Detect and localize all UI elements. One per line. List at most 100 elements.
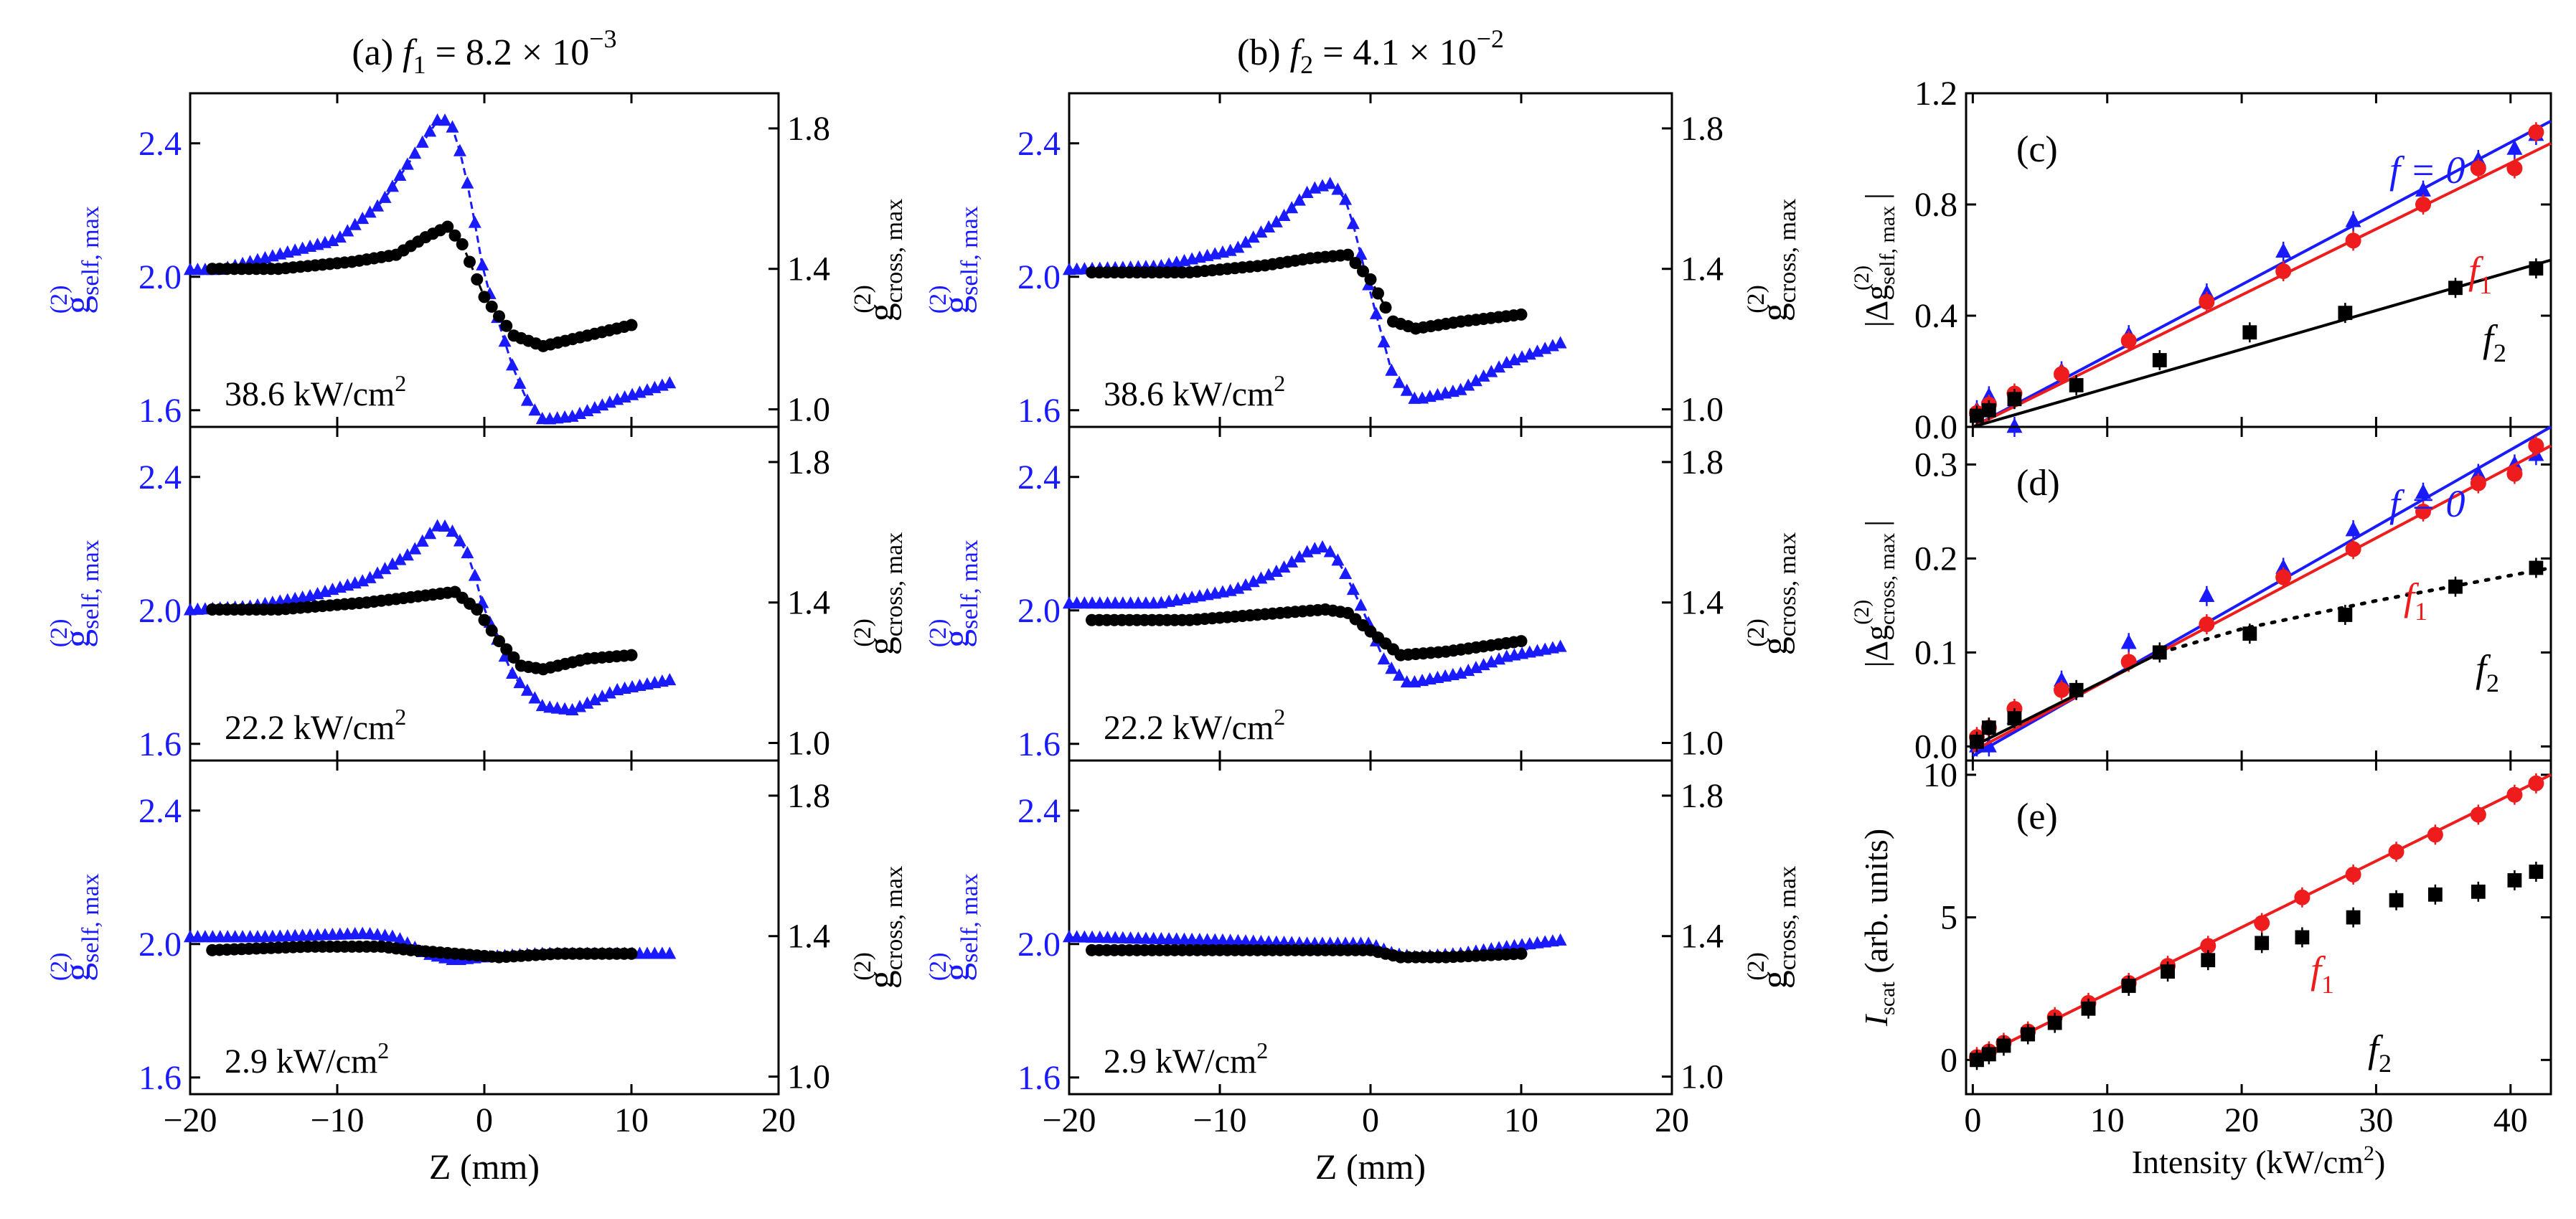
data-point (2448, 281, 2463, 296)
data-point (2081, 1001, 2096, 1016)
intensity-label: 38.6 kW/cm2 (225, 370, 406, 413)
x-tick-label: 20 (2224, 1101, 2259, 1139)
y-left-tick-label: 2.0 (1017, 592, 1061, 630)
title-prefix: (a) (352, 32, 403, 73)
self-data-point (1315, 540, 1329, 553)
self-data-point (1231, 240, 1245, 253)
self-data-point (468, 568, 481, 581)
self-data-point (341, 224, 354, 237)
data-point (2121, 979, 2136, 993)
self-data-point (408, 146, 422, 159)
self-data-point (1462, 378, 1475, 391)
self-data-point (1292, 550, 1306, 563)
series-f1 (1968, 122, 2552, 428)
self-data-point (1231, 581, 1245, 594)
sub: self, max (77, 206, 104, 296)
curve-label: f = 0 (2389, 149, 2465, 192)
self-data-point (378, 190, 392, 203)
sub: cross, max (1876, 533, 1899, 625)
cross-data-point (448, 229, 461, 242)
y-tick-label: 1.2 (1914, 75, 1957, 113)
self-data-point (423, 527, 437, 540)
self-data-point (461, 546, 474, 559)
label-main: f = 0 (2389, 149, 2465, 192)
data-point (2345, 212, 2361, 227)
cross-data-point (507, 651, 520, 664)
x-tick-label: 20 (1655, 1101, 1689, 1139)
end: ) (2374, 1144, 2385, 1180)
g: g (1754, 303, 1795, 321)
data-point (2054, 682, 2070, 698)
self-data-point (1323, 545, 1337, 557)
self-data-point (663, 376, 677, 389)
sup: 2 (395, 370, 406, 396)
y-tick-label: 0.4 (1914, 297, 1957, 335)
title-eq: = 4.1 × 10 (1313, 32, 1477, 73)
data-point (2007, 392, 2022, 407)
data-point (2528, 438, 2544, 454)
data-point (2199, 293, 2215, 310)
self-data-point (1277, 208, 1291, 221)
self-data-point (1400, 383, 1414, 396)
x-tick-label: −10 (1193, 1101, 1246, 1139)
self-data-point (1254, 225, 1268, 238)
data-point (2242, 626, 2257, 641)
g: g (861, 636, 902, 655)
label-sub: 1 (2321, 970, 2334, 999)
y-left-tick-label: 1.6 (1017, 725, 1061, 763)
self-data-point (1346, 583, 1360, 596)
cross-data-point (485, 300, 498, 313)
y-right-axis-label: gcross, max(2) (1743, 532, 1801, 655)
cross-data-point (1372, 287, 1384, 300)
self-data-point (363, 570, 377, 583)
self-data-point (1269, 564, 1283, 577)
bar: | (1859, 520, 1894, 527)
panel-e: 0 10 20 30 40 Intensity (kW/cm2) 0 5 10 Iscat (ar… (1858, 756, 2552, 1180)
self-data-point (1377, 335, 1391, 348)
y-right-tick-label: 1.8 (787, 777, 830, 815)
sub: self, max (956, 873, 983, 963)
y-left-tick-label: 2.4 (138, 458, 182, 496)
self-data-point (663, 946, 677, 959)
self-data-point (528, 403, 542, 416)
self-data-point (1553, 639, 1567, 652)
self-data-point (535, 699, 549, 712)
y-left-tick-label: 2.4 (138, 792, 182, 830)
data-point (2529, 261, 2544, 276)
self-data-point (1223, 243, 1237, 256)
sup: (2) (1743, 618, 1769, 647)
self-data-point (1485, 364, 1498, 377)
cross-data-point (1357, 265, 1369, 278)
sup: 2 (395, 704, 406, 730)
y-left-tick-label: 1.6 (138, 725, 182, 763)
data-point (2427, 827, 2443, 843)
sub: cross, max (1774, 866, 1801, 970)
data-point (2528, 124, 2544, 141)
intensity-label: 38.6 kW/cm2 (1104, 370, 1285, 413)
panel-a-row-3: −20 −10 0 10 20Z (mm)1.62.02.41.01.41.8gself… (46, 759, 908, 1187)
self-data-point (573, 700, 586, 712)
y-right-tick-label: 1.4 (787, 918, 830, 956)
self-data-point (1369, 306, 1383, 319)
x-axis-label: Z (mm) (1315, 1147, 1426, 1187)
y-left-tick-label: 2.0 (1017, 258, 1061, 296)
sub: self, max (1876, 206, 1899, 285)
self-data-point (1392, 668, 1406, 681)
panel-label: (d) (2016, 463, 2060, 504)
self-data-point (363, 205, 377, 218)
self-data-point (663, 673, 677, 686)
data-point (2506, 139, 2523, 155)
self-data-point (1331, 553, 1345, 566)
cross-data-point (471, 273, 484, 286)
cross-data-point (464, 255, 476, 268)
data-point (2054, 366, 2070, 382)
data-point (2201, 953, 2216, 968)
self-data-point (356, 574, 370, 587)
cross-data-point (478, 613, 491, 626)
data-point (2415, 503, 2432, 519)
data-point (1980, 737, 1997, 753)
I: I (1858, 1013, 1894, 1027)
data-point (1970, 408, 1984, 423)
self-data-point (1262, 568, 1276, 580)
